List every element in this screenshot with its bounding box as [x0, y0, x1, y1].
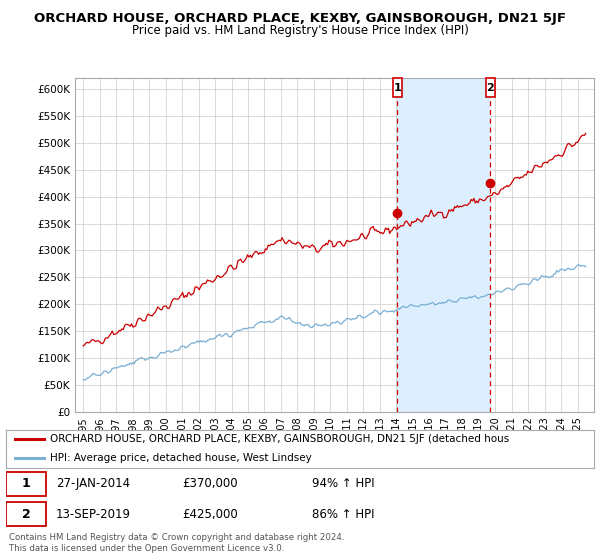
Text: ORCHARD HOUSE, ORCHARD PLACE, KEXBY, GAINSBOROUGH, DN21 5JF (detached hous: ORCHARD HOUSE, ORCHARD PLACE, KEXBY, GAI…: [50, 434, 509, 444]
Text: 27-JAN-2014: 27-JAN-2014: [56, 477, 130, 491]
Text: £425,000: £425,000: [182, 507, 238, 521]
FancyBboxPatch shape: [6, 502, 46, 526]
Bar: [393, 78, 402, 97]
Text: ORCHARD HOUSE, ORCHARD PLACE, KEXBY, GAINSBOROUGH, DN21 5JF: ORCHARD HOUSE, ORCHARD PLACE, KEXBY, GAI…: [34, 12, 566, 25]
Text: HPI: Average price, detached house, West Lindsey: HPI: Average price, detached house, West…: [50, 453, 312, 463]
Text: Contains HM Land Registry data © Crown copyright and database right 2024.
This d: Contains HM Land Registry data © Crown c…: [9, 533, 344, 553]
Text: 13-SEP-2019: 13-SEP-2019: [56, 507, 131, 521]
Text: £370,000: £370,000: [182, 477, 238, 491]
Text: Price paid vs. HM Land Registry's House Price Index (HPI): Price paid vs. HM Land Registry's House …: [131, 24, 469, 36]
Text: 94% ↑ HPI: 94% ↑ HPI: [312, 477, 374, 491]
Bar: [486, 78, 495, 97]
Text: 86% ↑ HPI: 86% ↑ HPI: [312, 507, 374, 521]
FancyBboxPatch shape: [6, 472, 46, 496]
Text: 2: 2: [22, 507, 31, 521]
Text: 2: 2: [487, 82, 494, 92]
Text: 1: 1: [394, 82, 401, 92]
Bar: [397, 78, 490, 412]
Text: 1: 1: [22, 477, 31, 491]
